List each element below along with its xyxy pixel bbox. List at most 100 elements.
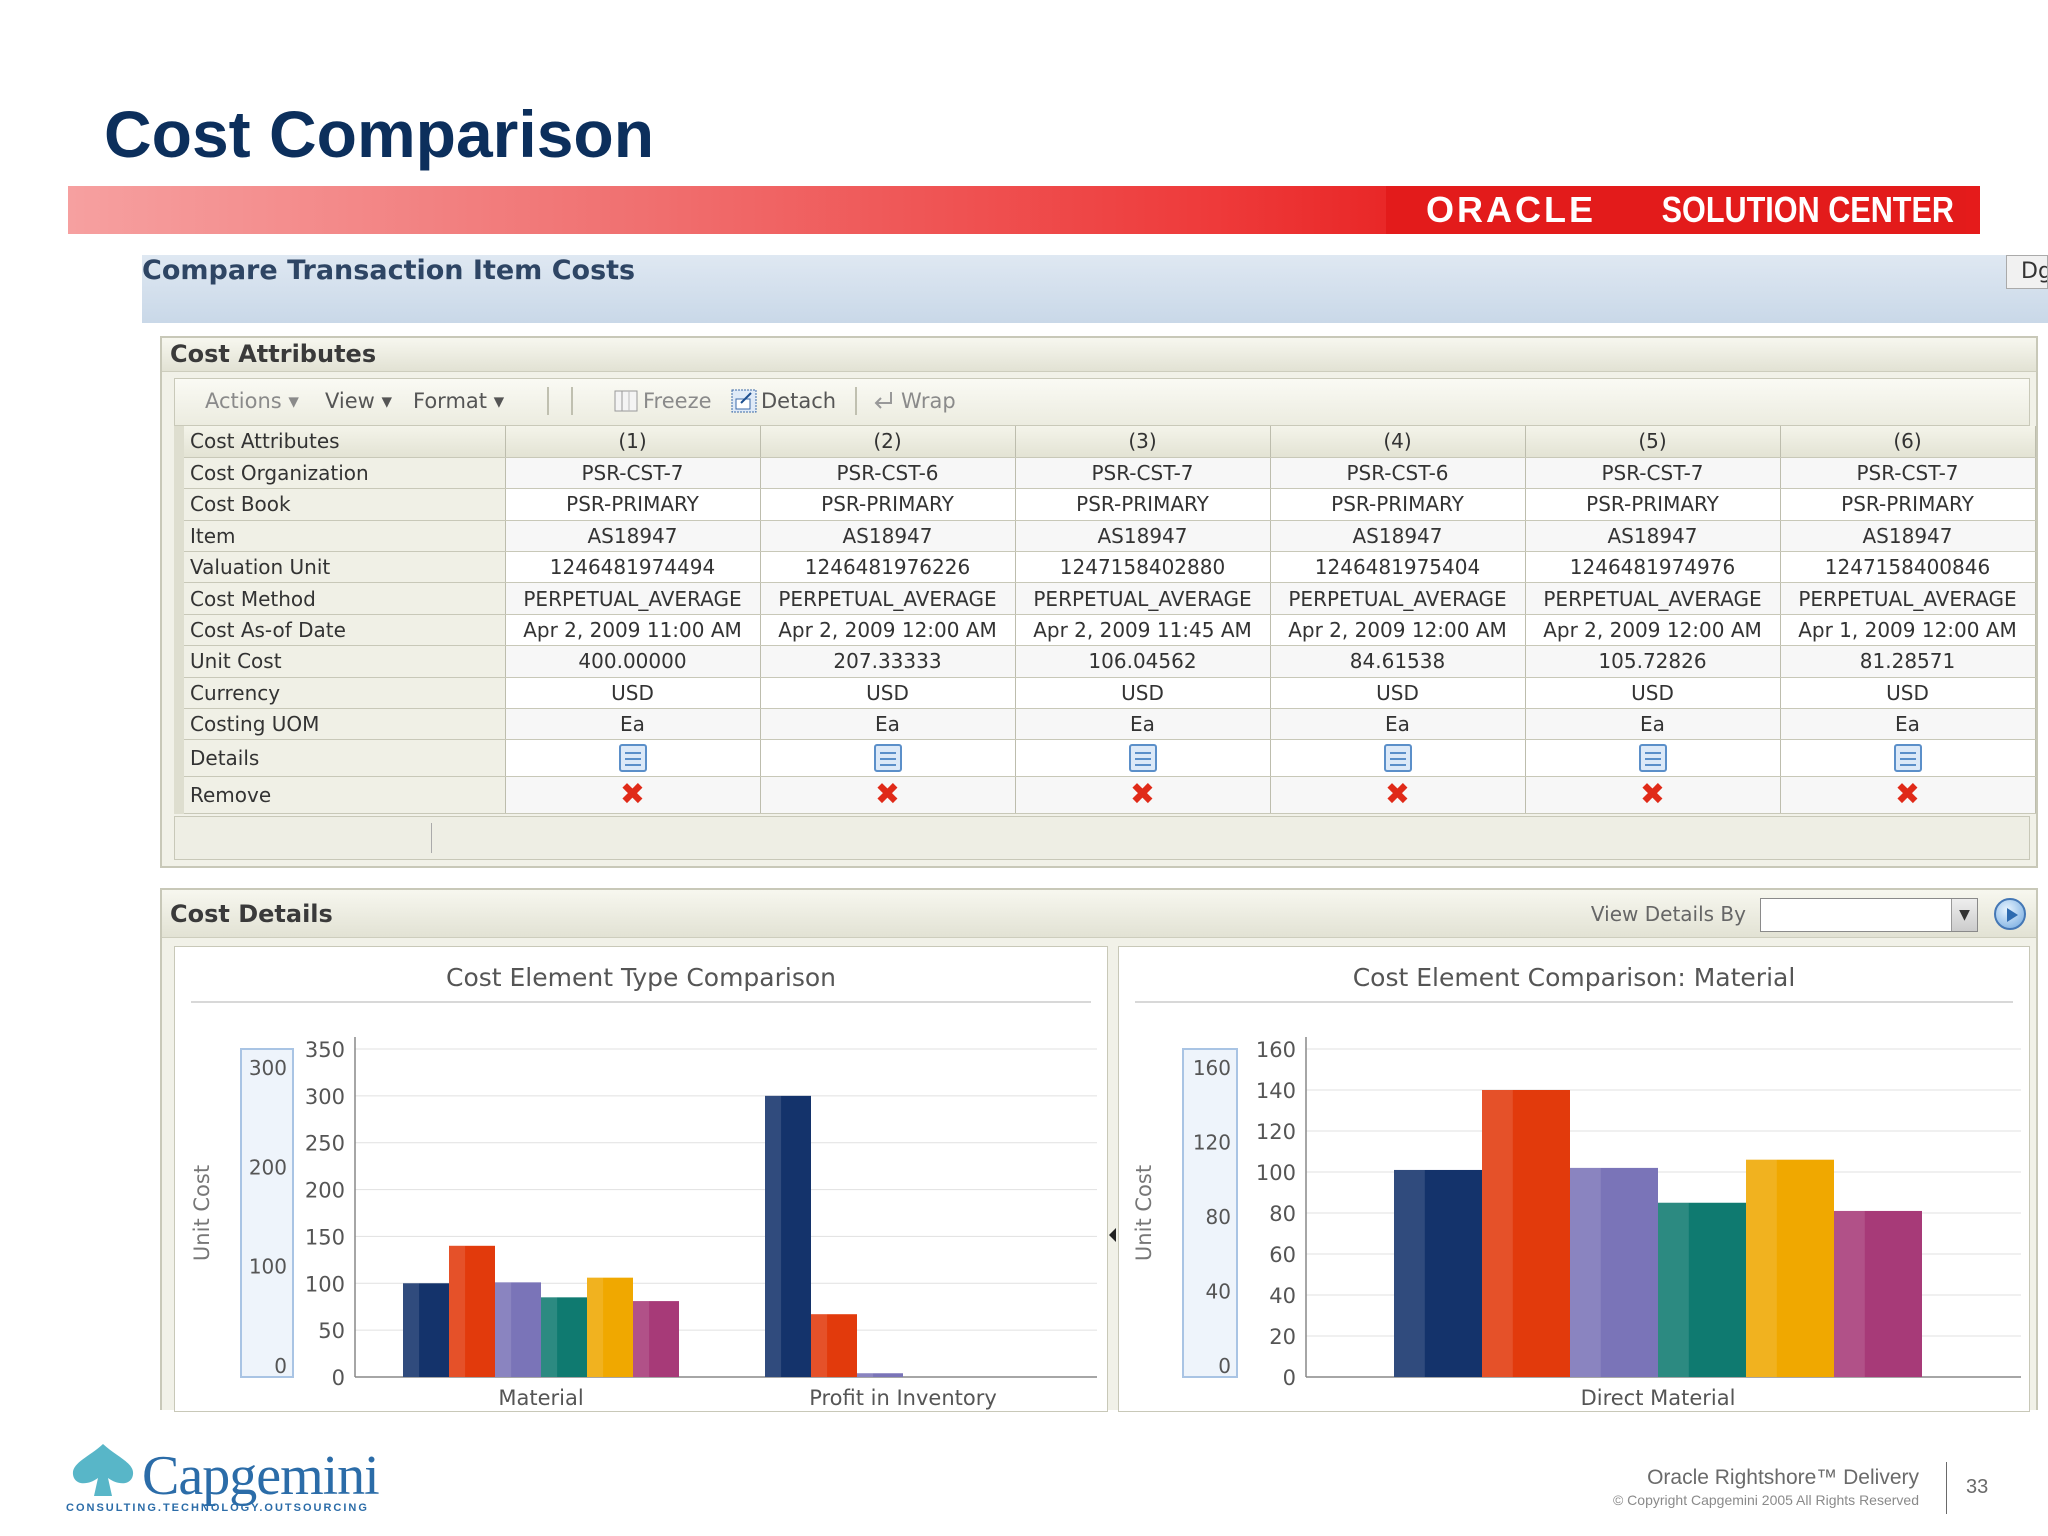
bar-highlight (541, 1297, 558, 1377)
bar[interactable] (857, 1373, 903, 1377)
row-label: Unit Cost (174, 645, 506, 678)
column-header[interactable]: (2) (760, 426, 1016, 458)
bar-highlight (1834, 1210, 1865, 1377)
detach-button[interactable]: Detach (731, 389, 836, 413)
table-cell: 81.28571 (1780, 645, 2036, 678)
row-label: Item (174, 520, 506, 553)
table-cell: AS18947 (505, 520, 761, 553)
table-cell: ✖ (1270, 776, 1526, 815)
remove-icon[interactable]: ✖ (874, 777, 901, 813)
table-cell: 84.61538 (1270, 645, 1526, 678)
cost-details-panel: Cost Details View Details By ▼ Cost Elem… (160, 888, 2038, 1412)
details-icon[interactable] (873, 744, 902, 773)
cost-attributes-table: Cost Attributes (1) (2) (3) (4) (5) (6) … (174, 426, 2036, 815)
column-header[interactable]: (5) (1525, 426, 1781, 458)
table-cell: ✖ (1015, 776, 1271, 815)
column-header[interactable]: Cost Attributes (174, 426, 506, 458)
y-tick-label: 20 (1269, 1325, 1296, 1349)
bar[interactable] (541, 1297, 587, 1377)
bar-highlight (1746, 1159, 1777, 1377)
details-icon[interactable] (1638, 744, 1667, 773)
bar[interactable] (1394, 1169, 1482, 1377)
toolbar-divider (547, 387, 549, 415)
bar-highlight (449, 1245, 466, 1377)
bar[interactable] (495, 1282, 541, 1377)
y-tick-label: 50 (318, 1319, 345, 1343)
table-cell (1015, 739, 1271, 778)
table-cell: 1246481974976 (1525, 551, 1781, 584)
details-icon[interactable] (1893, 744, 1922, 773)
remove-icon[interactable]: ✖ (1129, 777, 1156, 813)
solution-center-text: SOLUTION CENTER (1661, 189, 1954, 230)
bar[interactable] (811, 1314, 857, 1377)
bar-highlight (1482, 1090, 1513, 1377)
table-cell: PSR-CST-7 (1525, 457, 1781, 490)
remove-icon[interactable]: ✖ (619, 777, 646, 813)
bar[interactable] (1570, 1167, 1658, 1377)
bar[interactable] (587, 1277, 633, 1377)
cost-details-title: Cost Details (170, 900, 333, 928)
bar[interactable] (1834, 1210, 1922, 1377)
footer-divider (1946, 1462, 1947, 1514)
view-menu[interactable]: View ▾ (325, 389, 393, 413)
freeze-button[interactable]: Freeze (613, 389, 712, 413)
remove-icon[interactable]: ✖ (1639, 777, 1666, 813)
axis-zoom-scroller[interactable] (1182, 1048, 1238, 1378)
details-icon[interactable] (1128, 744, 1157, 773)
table-cell: 1247158400846 (1780, 551, 2036, 584)
panel-header (162, 890, 2036, 938)
scroller-tick-label: 40 (1206, 1280, 1231, 1304)
axis-zoom-scroller[interactable] (240, 1048, 294, 1378)
row-label: Cost As-of Date (174, 614, 506, 647)
chart-plot: 0 50 100 150 200 250 300 350 300 200 100 0 Unit Cost… (190, 1037, 1097, 1410)
actions-menu[interactable]: Actions ▾ (205, 389, 299, 413)
column-header[interactable]: (3) (1015, 426, 1271, 458)
panel-header (162, 338, 2036, 372)
table-cell: 400.00000 (505, 645, 761, 678)
table-cell: PSR-CST-6 (760, 457, 1016, 490)
table-cell: Apr 2, 2009 12:00 AM (1525, 614, 1781, 647)
table-cell: PSR-CST-6 (1270, 457, 1526, 490)
row-label: Remove (174, 776, 506, 815)
footer-divider (431, 823, 432, 853)
table-cell: PERPETUAL_AVERAGE (1525, 582, 1781, 615)
scroller-tick-label: 80 (1206, 1205, 1231, 1229)
bar[interactable] (1482, 1090, 1570, 1377)
bar[interactable] (449, 1245, 495, 1377)
go-icon[interactable] (1994, 898, 2026, 930)
column-header[interactable]: (1) (505, 426, 761, 458)
table-cell: USD (1780, 677, 2036, 710)
format-menu[interactable]: Format ▾ (413, 389, 505, 413)
chevron-down-icon[interactable]: ▼ (1951, 899, 1977, 931)
bar[interactable] (765, 1095, 811, 1377)
bar-highlight (403, 1283, 420, 1377)
bar[interactable] (1658, 1202, 1746, 1377)
bar[interactable] (633, 1301, 679, 1377)
done-button[interactable]: Dg (2006, 255, 2048, 289)
details-icon[interactable] (1383, 744, 1412, 773)
bar[interactable] (1746, 1159, 1834, 1377)
splitter-handle[interactable] (1108, 1220, 1118, 1250)
y-tick-label: 140 (1256, 1079, 1296, 1103)
table-cell: PSR-PRIMARY (1525, 488, 1781, 521)
column-header[interactable]: (6) (1780, 426, 2036, 458)
details-icon[interactable] (618, 744, 647, 773)
view-details-by-label: View Details By (1590, 902, 1746, 926)
view-details-by-select[interactable]: ▼ (1760, 898, 1978, 932)
wrap-button[interactable]: Wrap (871, 389, 956, 413)
remove-icon[interactable]: ✖ (1894, 777, 1921, 813)
column-header[interactable]: (4) (1270, 426, 1526, 458)
table-cell: ✖ (760, 776, 1016, 815)
table-cell: AS18947 (760, 520, 1016, 553)
slide-title: Cost Comparison (104, 97, 655, 171)
wrap-icon (874, 392, 892, 409)
remove-icon[interactable]: ✖ (1384, 777, 1411, 813)
row-label: Cost Method (174, 582, 506, 615)
table-cell: PSR-PRIMARY (1015, 488, 1271, 521)
table-cell: 1246481974494 (505, 551, 761, 584)
scroller-tick-label: 0 (1218, 1354, 1231, 1378)
table-cell: USD (1270, 677, 1526, 710)
bar[interactable] (403, 1283, 449, 1377)
bar-highlight (1394, 1169, 1425, 1377)
table-cell: 106.04562 (1015, 645, 1271, 678)
